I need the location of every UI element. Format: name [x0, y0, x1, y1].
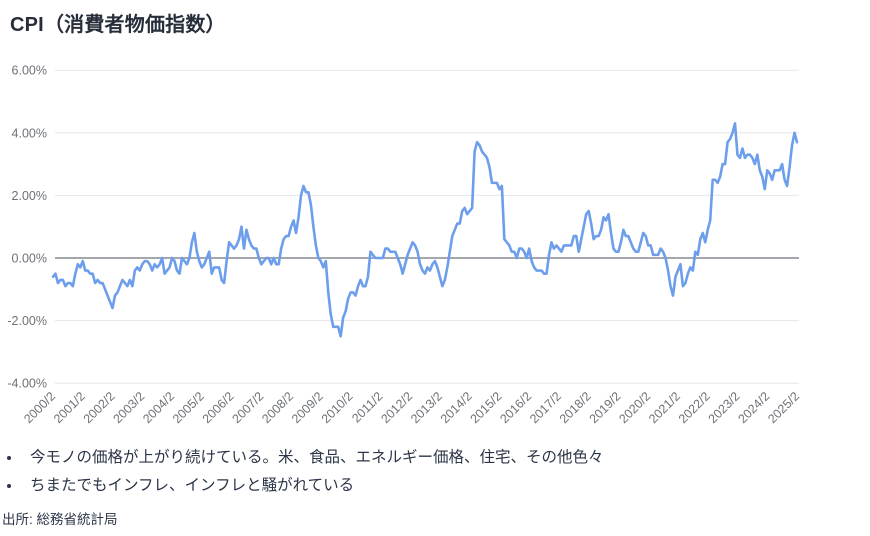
x-axis-label: 2013/2 — [408, 389, 445, 426]
x-axis-label: 2005/2 — [170, 389, 207, 426]
x-axis-label: 2012/2 — [378, 389, 415, 426]
x-axis-label: 2016/2 — [497, 389, 534, 426]
x-axis-label: 2004/2 — [140, 389, 177, 426]
cpi-line-chart: 6.00%4.00%2.00%0.00%-2.00%-4.00%2000/220… — [7, 64, 802, 426]
bullet-list: 今モノの価格が上がり続けている。米、食品、エネルギー価格、住宅、その他色々 ちま… — [2, 444, 862, 500]
x-axis-label: 2022/2 — [676, 389, 713, 426]
x-axis-label: 2007/2 — [230, 389, 267, 426]
x-axis-label: 2024/2 — [735, 389, 772, 426]
x-axis-label: 2019/2 — [587, 389, 624, 426]
bullet-item-prices-rising: 今モノの価格が上がり続けている。米、食品、エネルギー価格、住宅、その他色々 — [22, 444, 862, 472]
x-axis-label: 2017/2 — [527, 389, 564, 426]
y-axis-label: 2.00% — [12, 189, 47, 203]
y-axis-label: 4.00% — [12, 126, 47, 140]
page-title: CPI（消費者物価指数） — [10, 14, 226, 36]
x-axis-label: 2003/2 — [110, 389, 147, 426]
cpi-series-line — [51, 122, 799, 338]
x-axis-label: 2006/2 — [200, 389, 237, 426]
x-axis-label: 2000/2 — [21, 389, 58, 426]
x-axis-label: 2018/2 — [557, 389, 594, 426]
y-axis-label: -4.00% — [7, 377, 47, 391]
x-axis-label: 2021/2 — [646, 389, 683, 426]
x-axis-label: 2014/2 — [438, 389, 475, 426]
y-axis-label: -2.00% — [7, 314, 47, 328]
notes-section: 今モノの価格が上がり続けている。米、食品、エネルギー価格、住宅、その他色々 ちま… — [2, 444, 862, 500]
x-axis-label: 2025/2 — [765, 389, 802, 426]
x-axis-label: 2002/2 — [81, 389, 118, 426]
source-note: 出所: 総務省統計局 — [2, 512, 118, 527]
x-axis-label: 2023/2 — [706, 389, 743, 426]
y-axis-label: 0.00% — [12, 252, 47, 266]
x-axis-label: 2010/2 — [319, 389, 356, 426]
y-axis-label: 6.00% — [12, 64, 47, 78]
x-axis-label: 2008/2 — [259, 389, 296, 426]
x-axis-label: 2001/2 — [51, 389, 88, 426]
x-axis-label: 2009/2 — [289, 389, 326, 426]
x-axis-label: 2015/2 — [468, 389, 505, 426]
bullet-item-inflation-talk: ちまたでもインフレ、インフレと騒がれている — [22, 472, 862, 500]
x-axis-label: 2011/2 — [349, 389, 385, 425]
x-axis-label: 2020/2 — [616, 389, 653, 426]
